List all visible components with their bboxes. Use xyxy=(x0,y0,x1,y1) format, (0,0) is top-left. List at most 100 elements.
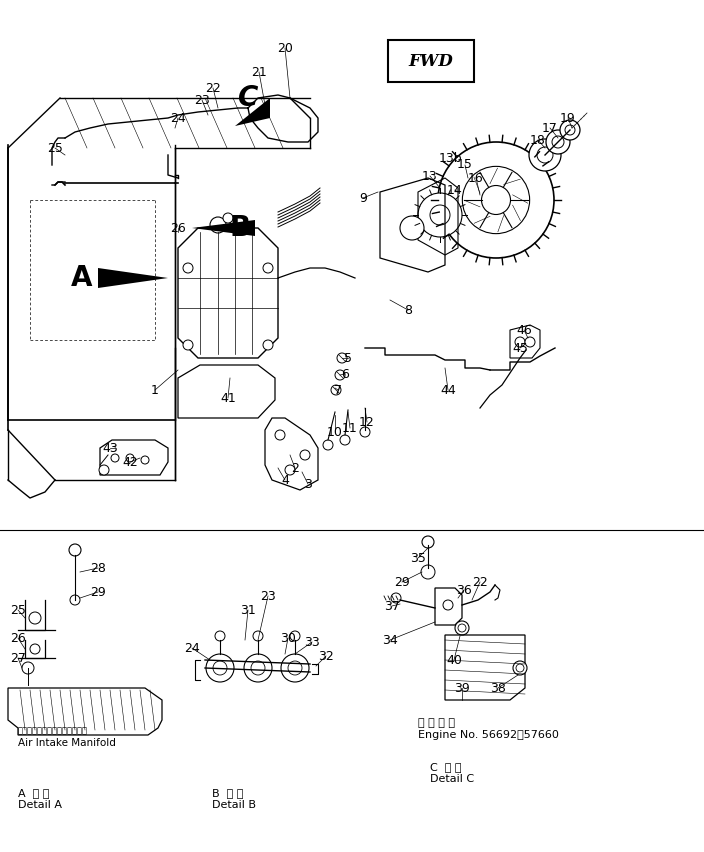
Circle shape xyxy=(223,213,233,223)
Polygon shape xyxy=(235,98,270,126)
Circle shape xyxy=(290,631,300,641)
Text: 23: 23 xyxy=(194,94,210,106)
Circle shape xyxy=(251,661,265,675)
Text: A: A xyxy=(71,264,93,292)
Circle shape xyxy=(215,631,225,641)
Circle shape xyxy=(421,565,435,579)
Text: 36: 36 xyxy=(456,584,472,596)
Text: 24: 24 xyxy=(184,642,200,654)
Circle shape xyxy=(516,664,524,672)
Text: C  詳 細: C 詳 細 xyxy=(430,762,462,772)
Circle shape xyxy=(513,661,527,675)
Text: B: B xyxy=(230,214,251,242)
Circle shape xyxy=(340,435,350,445)
Text: 16: 16 xyxy=(468,171,484,185)
Text: B  詳 細: B 詳 細 xyxy=(212,788,244,798)
Text: 25: 25 xyxy=(47,141,63,154)
Circle shape xyxy=(560,120,580,140)
Text: 27: 27 xyxy=(10,652,26,665)
Text: 適 用 号 機: 適 用 号 機 xyxy=(418,718,455,728)
Text: 19: 19 xyxy=(560,112,576,124)
Circle shape xyxy=(458,624,466,632)
Text: 5: 5 xyxy=(344,352,352,365)
Circle shape xyxy=(422,536,434,548)
Text: 11: 11 xyxy=(342,422,358,435)
Circle shape xyxy=(455,621,469,635)
Text: 12: 12 xyxy=(359,416,375,429)
Text: 34: 34 xyxy=(382,634,398,647)
Circle shape xyxy=(275,430,285,440)
Text: 23: 23 xyxy=(260,590,276,602)
Text: 1: 1 xyxy=(151,383,159,396)
Circle shape xyxy=(525,337,535,347)
Circle shape xyxy=(70,595,80,605)
Text: 6: 6 xyxy=(341,367,349,381)
Text: C: C xyxy=(238,84,258,112)
Circle shape xyxy=(69,544,81,556)
Circle shape xyxy=(253,631,263,641)
Circle shape xyxy=(337,353,347,363)
Polygon shape xyxy=(192,220,255,236)
Text: 26: 26 xyxy=(170,222,186,234)
Circle shape xyxy=(463,166,529,233)
Text: 26: 26 xyxy=(10,631,26,644)
Circle shape xyxy=(263,340,273,350)
Text: 9: 9 xyxy=(359,192,367,204)
Text: 44: 44 xyxy=(440,383,456,396)
Text: 25: 25 xyxy=(10,603,26,617)
Circle shape xyxy=(230,217,246,233)
Circle shape xyxy=(438,142,554,258)
Text: 13b: 13b xyxy=(438,152,462,164)
Circle shape xyxy=(360,427,370,437)
Circle shape xyxy=(281,654,309,682)
Text: 42: 42 xyxy=(122,456,138,469)
Text: 39: 39 xyxy=(454,682,470,694)
Circle shape xyxy=(529,139,561,171)
Text: 35: 35 xyxy=(410,551,426,565)
Text: 4: 4 xyxy=(281,474,289,486)
Circle shape xyxy=(213,661,227,675)
Circle shape xyxy=(482,186,510,215)
Circle shape xyxy=(391,593,401,603)
Text: 37: 37 xyxy=(384,600,400,613)
Circle shape xyxy=(537,147,553,163)
Circle shape xyxy=(126,454,134,462)
Text: 20: 20 xyxy=(277,42,293,55)
Circle shape xyxy=(29,612,41,624)
Text: 18: 18 xyxy=(530,134,546,147)
Circle shape xyxy=(335,370,345,380)
Text: 24: 24 xyxy=(170,112,186,124)
Circle shape xyxy=(418,193,462,237)
Text: 13: 13 xyxy=(422,170,438,182)
Circle shape xyxy=(546,130,570,154)
Circle shape xyxy=(443,600,453,610)
Text: 8: 8 xyxy=(404,303,412,316)
Circle shape xyxy=(552,136,564,148)
Text: Detail A: Detail A xyxy=(18,800,62,810)
Text: 31: 31 xyxy=(240,603,256,617)
Text: 30: 30 xyxy=(280,631,296,644)
Text: Air Intake Manifold: Air Intake Manifold xyxy=(18,738,116,748)
Text: 40: 40 xyxy=(446,653,462,666)
Circle shape xyxy=(331,385,341,395)
Text: 28: 28 xyxy=(90,561,106,574)
Text: 45: 45 xyxy=(512,342,528,354)
Text: 38: 38 xyxy=(490,682,506,694)
Circle shape xyxy=(99,465,109,475)
Text: 3: 3 xyxy=(304,477,312,491)
Text: 10: 10 xyxy=(327,425,343,439)
Text: 32: 32 xyxy=(318,649,334,663)
Text: 46: 46 xyxy=(516,324,532,337)
Text: Detail B: Detail B xyxy=(212,800,256,810)
Text: 21: 21 xyxy=(251,66,267,78)
Circle shape xyxy=(263,263,273,273)
Circle shape xyxy=(183,340,193,350)
Text: Detail C: Detail C xyxy=(430,774,474,784)
Text: 7: 7 xyxy=(334,383,342,396)
Text: 15: 15 xyxy=(457,158,473,171)
Circle shape xyxy=(323,440,333,450)
FancyBboxPatch shape xyxy=(388,40,474,82)
Circle shape xyxy=(22,662,34,674)
Circle shape xyxy=(206,654,234,682)
Circle shape xyxy=(183,263,193,273)
